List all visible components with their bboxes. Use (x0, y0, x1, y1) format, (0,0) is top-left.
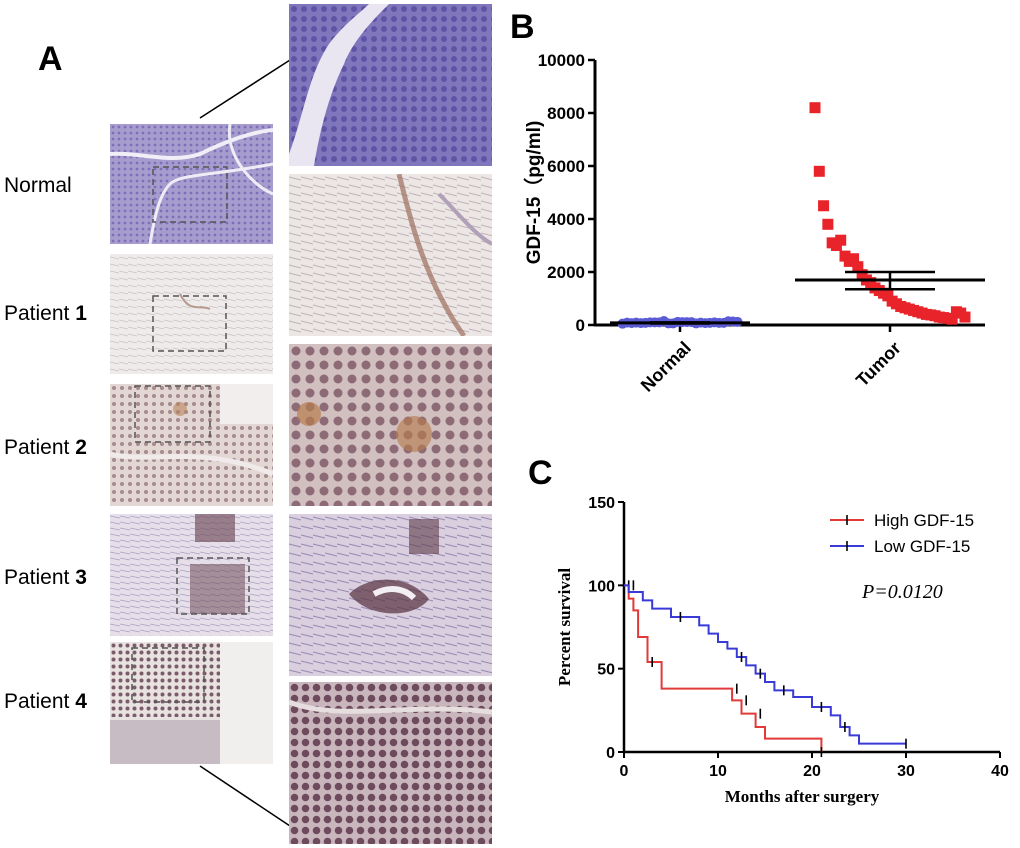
data-point (835, 234, 847, 246)
survival-line (624, 584, 906, 745)
data-point (813, 165, 825, 177)
x-axis-label: Months after surgery (725, 787, 880, 806)
y-tick-label: 50 (597, 662, 615, 679)
x-tick-label: Tumor (852, 338, 905, 391)
data-point (852, 261, 864, 273)
data-point (822, 218, 834, 230)
y-tick-label: 100 (588, 578, 615, 595)
y-tick-label: 150 (588, 495, 615, 512)
data-point (818, 200, 830, 212)
x-tick-label: 30 (897, 763, 915, 780)
panel-b-letter: B (510, 8, 535, 46)
data-point (723, 316, 734, 327)
data-point (946, 313, 958, 325)
x-tick-label: Normal (637, 338, 695, 396)
y-axis-label: Percent survival (555, 568, 574, 686)
y-tick-label: 4000 (547, 210, 585, 229)
row-label-normal: Normal (4, 174, 72, 197)
row-label-patient-1: Patient 1 (4, 302, 87, 325)
y-tick-label: 10000 (538, 51, 585, 70)
gdf15-scatter-chart: 0 2000 4000 6000 8000 10000 GDF-15（pg/ml) Norma… (522, 51, 985, 396)
y-tick-label: 8000 (547, 104, 585, 123)
data-point (809, 102, 821, 114)
legend-label: Low GDF-15 (874, 537, 970, 556)
row-label-patient-4: Patient 4 (4, 690, 87, 713)
y-tick-label: 6000 (547, 157, 585, 176)
legend-label: High GDF-15 (874, 511, 974, 530)
x-tick-label: 20 (803, 763, 821, 780)
p-value-annotation: P=0.0120 (861, 581, 943, 603)
row-label-patient-2: Patient 2 (4, 436, 87, 459)
panel-a-letter: A (38, 40, 63, 78)
survival-curve-chart: 0 50 100 150 0 10 20 30 40 Months after surgery Pe… (555, 495, 1009, 806)
micrograph-patient-2-small (110, 384, 273, 506)
micrograph-patient-2-zoom (289, 344, 492, 506)
micrograph-patient-4-zoom (289, 682, 492, 844)
panel-c-letter: C (528, 454, 553, 492)
data-point (959, 311, 971, 323)
micrograph-normal-small (110, 124, 273, 244)
micrograph-patient-1-zoom (289, 174, 492, 336)
y-tick-label: 2000 (547, 263, 585, 282)
micrograph-patient-4-small (110, 642, 273, 764)
row-label-patient-3: Patient 3 (4, 566, 87, 589)
y-tick-label: 0 (606, 745, 615, 762)
y-axis-label: GDF-15（pg/ml) (522, 121, 545, 265)
data-point (848, 253, 860, 265)
x-tick-label: 10 (709, 763, 727, 780)
micrograph-patient-3-small (110, 514, 273, 636)
micrograph-normal-zoom (289, 4, 492, 166)
micrograph-patient-1-small (110, 254, 273, 374)
x-tick-label: 40 (991, 763, 1009, 780)
x-tick-label: 0 (620, 763, 629, 780)
y-tick-label: 0 (576, 316, 585, 335)
survival-line (624, 584, 823, 752)
micrograph-patient-3-zoom (289, 514, 492, 676)
